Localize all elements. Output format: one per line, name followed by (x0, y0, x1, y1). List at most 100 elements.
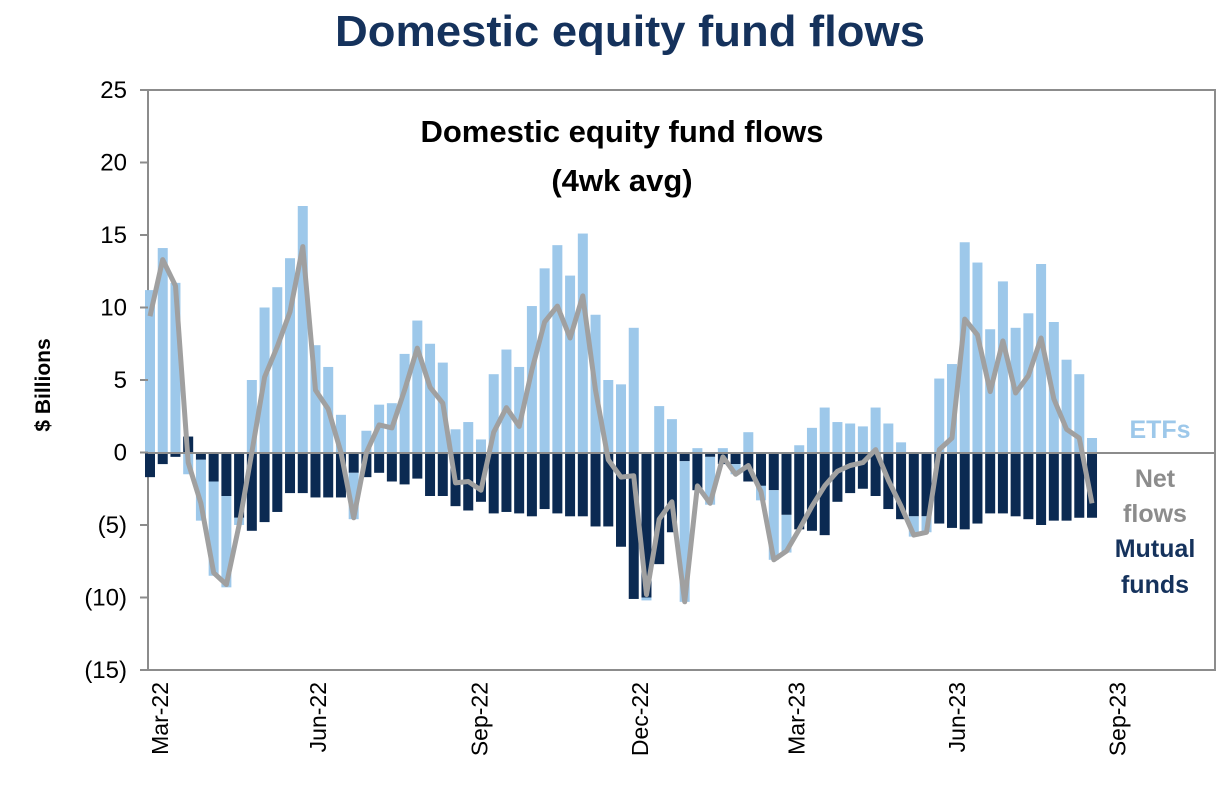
mutual-fund-bar (921, 452, 932, 517)
mutual-fund-bar (832, 452, 843, 502)
etf-bar (705, 456, 716, 505)
mutual-fund-bar (234, 452, 245, 518)
mutual-fund-bar (272, 452, 283, 512)
etf-bar (514, 366, 525, 453)
mutual-fund-bar (335, 452, 346, 498)
y-tick-label: 20 (100, 150, 127, 177)
mutual-fund-bar (514, 452, 525, 514)
etf-bar (208, 481, 219, 576)
mutual-fund-bar (628, 452, 639, 599)
etf-bar (654, 406, 665, 453)
etf-bar (628, 327, 639, 453)
etf-bar (450, 429, 461, 453)
legend-net-flows-1: Net (1135, 465, 1176, 493)
etf-bar (552, 245, 563, 453)
mutual-fund-bar (285, 452, 296, 494)
mutual-fund-bar (603, 452, 614, 527)
mutual-fund-bar (259, 452, 270, 523)
mutual-fund-bar (705, 452, 716, 457)
x-tick-label: Sep-23 (1104, 682, 1130, 756)
y-tick-label: (10) (84, 585, 127, 612)
etf-bar (565, 275, 576, 453)
mutual-fund-bar (997, 452, 1008, 514)
mutual-fund-bar (475, 452, 486, 502)
mutual-fund-bar (781, 452, 792, 515)
etf-bar (730, 464, 741, 475)
etf-bar (1023, 313, 1034, 453)
etf-bar (781, 514, 792, 553)
mutual-fund-bar (539, 452, 550, 510)
mutual-fund-bar (374, 452, 385, 473)
etf-bar (285, 258, 296, 453)
etf-bar (679, 461, 690, 602)
etf-bar (832, 422, 843, 453)
etf-bar (870, 407, 881, 453)
x-tick-label: Jun-23 (944, 682, 970, 752)
mutual-fund-bar (857, 452, 868, 489)
etf-bar (1036, 264, 1047, 453)
mutual-fund-bar (679, 452, 690, 462)
etf-bar (145, 290, 155, 453)
etf-bar (934, 378, 945, 453)
y-tick-label: 5 (114, 367, 127, 394)
etf-bar (1061, 359, 1072, 453)
mutual-fund-bar (934, 452, 945, 524)
etf-bar (768, 490, 779, 560)
mutual-fund-bar (297, 452, 308, 494)
mutual-fund-bar (246, 452, 257, 531)
mutual-fund-bar (1010, 452, 1021, 517)
mutual-fund-bar (794, 452, 805, 530)
etf-bar (883, 423, 894, 453)
mutual-fund-bar (730, 452, 741, 465)
mutual-fund-bar (641, 452, 652, 598)
etf-bar (997, 281, 1008, 453)
etf-bar (335, 414, 346, 453)
y-tick-label: 15 (100, 222, 127, 249)
etf-bar (361, 430, 372, 453)
x-tick-label: Mar-23 (784, 682, 810, 755)
etf-bar (348, 472, 359, 520)
etf-bar (399, 353, 410, 453)
etf-bar (170, 282, 181, 453)
etf-bar (845, 423, 856, 453)
y-tick-label: (15) (84, 657, 127, 684)
mutual-fund-bar (946, 452, 957, 528)
mutual-fund-bar (806, 452, 817, 531)
mutual-fund-bar (972, 452, 983, 524)
mutual-fund-bar (195, 452, 206, 460)
mutual-fund-bar (425, 452, 436, 496)
mutual-fund-bar (348, 452, 359, 473)
etf-bar (1087, 438, 1098, 453)
mutual-fund-bar (845, 452, 856, 494)
mutual-fund-bar (565, 452, 576, 517)
etf-bar (743, 432, 754, 453)
etf-bar (959, 242, 970, 453)
mutual-fund-bar (488, 452, 499, 514)
etf-bar (603, 380, 614, 453)
mutual-fund-bar (768, 452, 779, 491)
etf-bar (488, 374, 499, 453)
etf-bar (896, 442, 907, 453)
mutual-fund-bar (1036, 452, 1047, 525)
inner-title-line-1: Domestic equity fund flows (420, 114, 823, 149)
mutual-fund-bar (208, 452, 219, 482)
x-tick-label: Mar-22 (147, 682, 173, 755)
etf-bar (946, 364, 957, 453)
mutual-fund-bar (870, 452, 881, 496)
mutual-fund-bar (170, 452, 181, 457)
etf-bar (195, 459, 206, 521)
mutual-fund-bar (896, 452, 907, 520)
x-tick-label: Dec-22 (627, 682, 653, 756)
inner-title-line-2: (4wk avg) (551, 163, 692, 198)
mutual-fund-bar (819, 452, 830, 536)
mutual-fund-bar (437, 452, 448, 496)
x-tick-label: Jun-22 (305, 682, 331, 752)
mutual-fund-bar (985, 452, 996, 514)
mutual-fund-bar (157, 452, 168, 465)
mutual-fund-bar (1048, 452, 1059, 521)
legend-mutual-funds-1: Mutual (1115, 535, 1196, 563)
mutual-fund-bar (692, 452, 703, 491)
etf-bar (475, 439, 486, 453)
mutual-fund-bar (756, 452, 767, 486)
